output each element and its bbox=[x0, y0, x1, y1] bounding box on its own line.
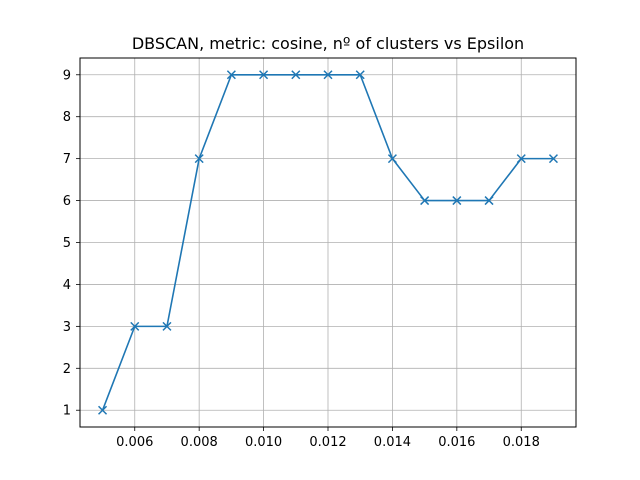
data-point-marker bbox=[291, 70, 301, 80]
data-point-marker bbox=[98, 405, 108, 415]
data-point-marker bbox=[484, 196, 494, 206]
y-axis: 1 2 3 4 5 6 7 8 9 bbox=[63, 68, 80, 419]
x-tick-label: 0.006 bbox=[116, 435, 153, 450]
x-tick-label: 0.016 bbox=[438, 435, 475, 450]
y-tick-label: 8 bbox=[63, 110, 71, 125]
grid-lines bbox=[80, 58, 576, 427]
data-point-marker bbox=[548, 154, 558, 164]
data-point-marker bbox=[420, 196, 430, 206]
y-tick-label: 4 bbox=[63, 278, 71, 293]
data-point-marker bbox=[130, 321, 140, 331]
x-tick-label: 0.008 bbox=[181, 435, 218, 450]
y-tick-label: 9 bbox=[63, 68, 71, 83]
data-point-marker bbox=[162, 321, 172, 331]
data-point-marker bbox=[452, 196, 462, 206]
y-tick-label: 7 bbox=[63, 152, 71, 167]
y-tick-label: 2 bbox=[63, 362, 71, 377]
chart-title: DBSCAN, metric: cosine, nº of clusters v… bbox=[132, 34, 524, 53]
data-point-marker bbox=[194, 154, 204, 164]
y-tick-label: 5 bbox=[63, 236, 71, 251]
data-point-marker bbox=[259, 70, 269, 80]
data-point-marker bbox=[226, 70, 236, 80]
y-tick-label: 3 bbox=[63, 320, 71, 335]
x-tick-label: 0.014 bbox=[374, 435, 411, 450]
y-tick-label: 1 bbox=[63, 404, 71, 419]
data-point-marker bbox=[516, 154, 526, 164]
x-tick-label: 0.018 bbox=[503, 435, 540, 450]
y-tick-label: 6 bbox=[63, 194, 71, 209]
data-point-marker bbox=[323, 70, 333, 80]
x-tick-label: 0.012 bbox=[309, 435, 346, 450]
x-axis: 0.006 0.008 0.010 0.012 0.014 0.016 0.018 bbox=[116, 427, 540, 450]
x-tick-label: 0.010 bbox=[245, 435, 282, 450]
data-point-marker bbox=[355, 70, 365, 80]
data-point-marker bbox=[387, 154, 397, 164]
series-layer bbox=[98, 70, 558, 415]
